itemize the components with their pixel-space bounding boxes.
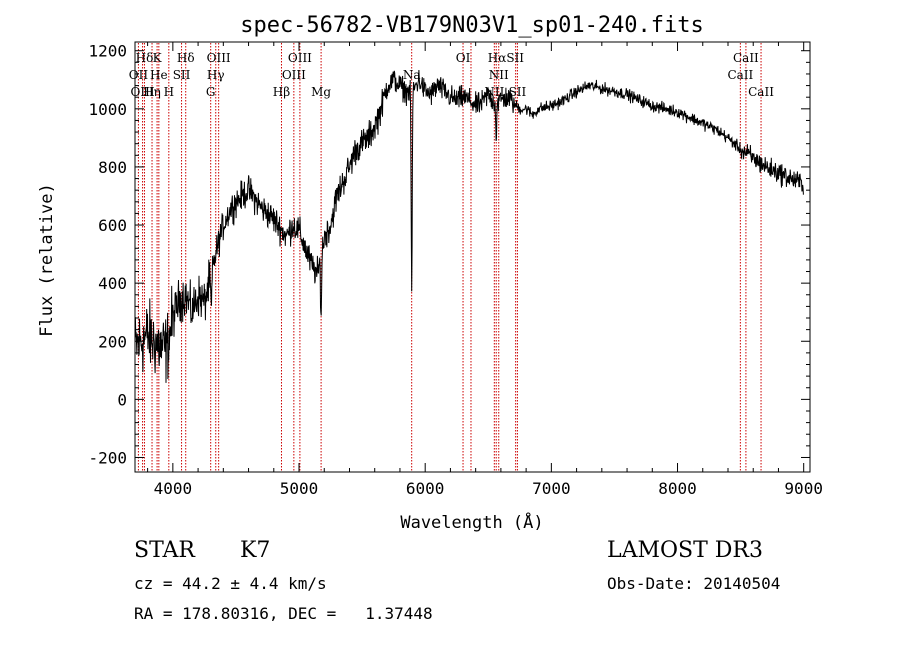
line-label: OIII <box>131 85 155 99</box>
line-label: CaII <box>727 68 753 82</box>
line-label: CaII <box>748 85 774 99</box>
line-label: Hδ <box>177 51 195 65</box>
x-tick-label: 4000 <box>154 479 193 498</box>
line-label: Na <box>403 68 421 82</box>
line-label: K <box>153 51 163 65</box>
line-label: CaII <box>733 51 759 65</box>
x-axis-label: Wavelength (Å) <box>400 511 543 533</box>
line-label: NII <box>484 85 504 99</box>
y-tick-label: 0 <box>117 390 127 409</box>
spectrum-series <box>134 69 804 383</box>
x-tick-label: 9000 <box>784 479 823 498</box>
y-tick-label: 400 <box>98 274 127 293</box>
spectral-subclass: K7 <box>240 538 271 563</box>
observation-date: Obs-Date: 20140504 <box>607 574 781 593</box>
survey-name: LAMOST DR3 <box>607 538 763 563</box>
line-label: G <box>206 85 216 99</box>
y-tick-label: 600 <box>98 216 127 235</box>
plot-frame <box>134 41 811 473</box>
y-tick-label: 200 <box>98 332 127 351</box>
line-label: NII <box>489 68 509 82</box>
line-label: Hη <box>143 85 161 99</box>
chart-title: spec-56782-VB179N03V1_sp01-240.fits <box>240 13 704 38</box>
line-label: Mg <box>311 85 331 99</box>
line-label: OII <box>129 68 149 82</box>
y-tick-label: 800 <box>98 158 127 177</box>
spectrum-line <box>134 69 804 383</box>
axis-ticks: 4000 5000 6000 7000 8000 9000 -200 0 200 400 600 80… <box>88 42 822 498</box>
x-tick-label: 5000 <box>280 479 319 498</box>
line-label: HαSII <box>488 51 525 65</box>
x-tick-label: 8000 <box>658 479 697 498</box>
y-tick-label: -200 <box>88 448 127 467</box>
line-label: OIII <box>207 51 231 65</box>
object-class: STAR <box>134 538 195 563</box>
line-label: OIII <box>288 51 312 65</box>
line-label: He <box>150 68 168 82</box>
redshift-readout: cz = 44.2 ± 4.4 km/s <box>134 574 327 593</box>
line-label: H <box>164 85 174 99</box>
x-tick-label: 7000 <box>532 479 571 498</box>
line-label: SII <box>509 85 527 99</box>
x-tick-label: 6000 <box>406 479 445 498</box>
line-label: Hβ <box>273 85 290 99</box>
line-label: Hδ <box>136 51 154 65</box>
y-tick-label: 1200 <box>88 42 127 61</box>
y-tick-label: 1000 <box>88 100 127 119</box>
line-label: Hγ <box>207 68 225 82</box>
line-label: OI <box>456 51 471 65</box>
y-axis-label: Flux (relative) <box>37 183 57 337</box>
line-label: SII <box>173 68 191 82</box>
coordinates-readout: RA = 178.80316, DEC = 1.37448 <box>134 604 433 623</box>
line-label: OIII <box>282 68 306 82</box>
line-markers <box>137 43 762 471</box>
